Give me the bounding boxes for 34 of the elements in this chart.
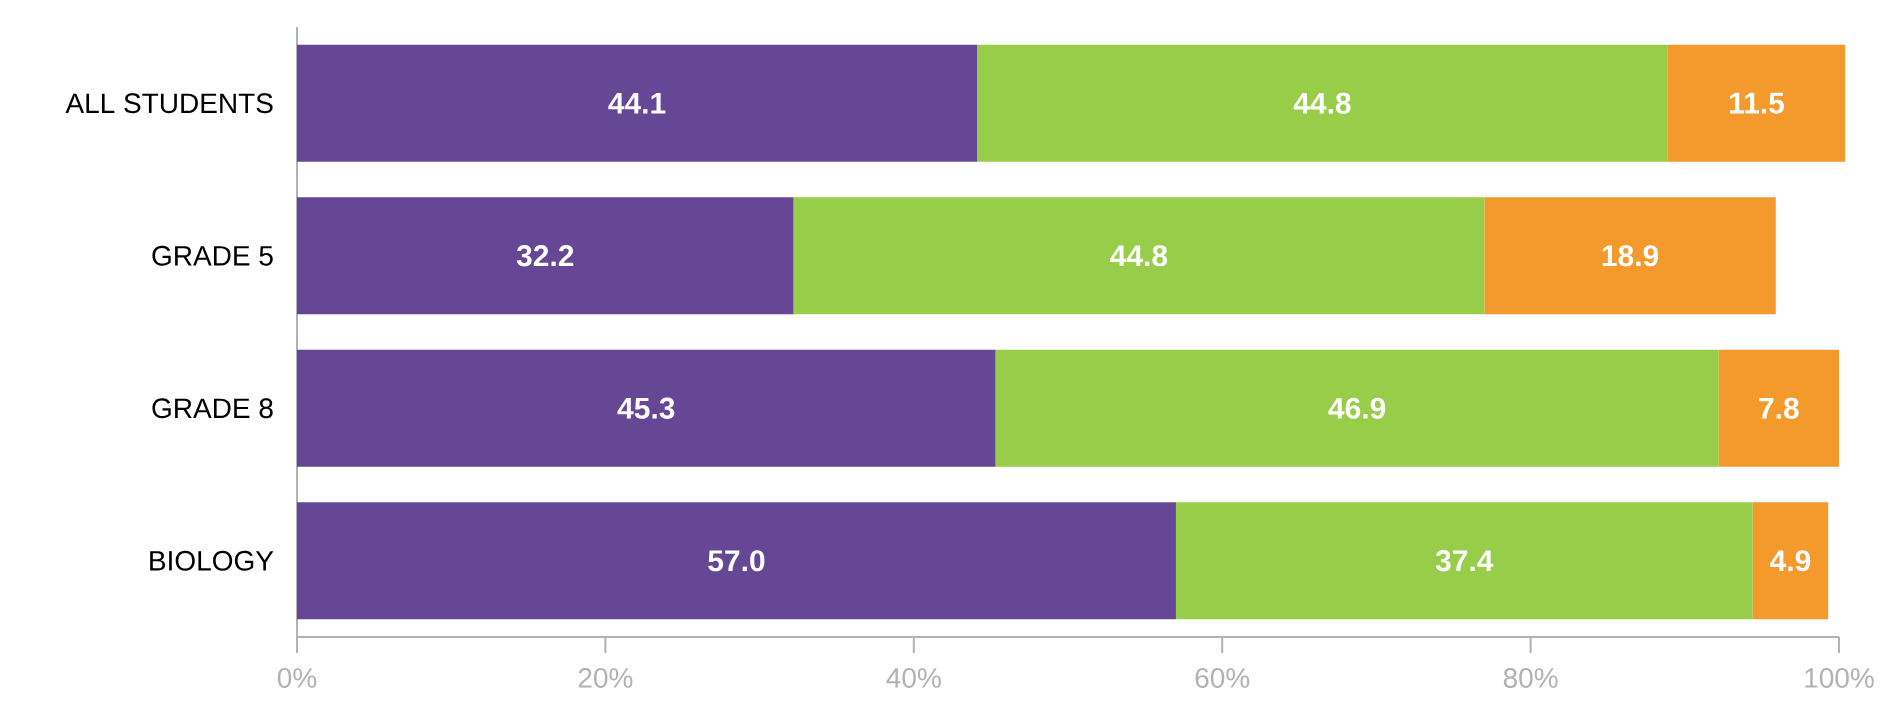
data-label: 37.4: [1435, 550, 1494, 572]
bar: [1667, 44, 1846, 162]
bar: [1718, 349, 1839, 467]
y-tick-label: ALL STUDENTS: [65, 93, 273, 114]
y-tick-label: GRADE 8: [152, 398, 273, 419]
data-label: 18.9: [1602, 245, 1659, 267]
x-tick-label: 100%: [1805, 668, 1874, 688]
bar: [1752, 502, 1829, 620]
data-label: 45.3: [617, 397, 675, 419]
x-tick-label: 80%: [1503, 668, 1558, 688]
data-label: 32.2: [516, 245, 574, 267]
x-tick-label: 40%: [886, 668, 941, 688]
x-tick-label: 60%: [1195, 668, 1250, 688]
data-label: 57.0: [708, 550, 765, 572]
data-label: 44.1: [608, 92, 666, 114]
y-tick-label: GRADE 5: [152, 245, 273, 266]
x-tick-label: 0%: [277, 668, 317, 688]
bar: [1484, 197, 1776, 315]
data-label: 46.9: [1328, 397, 1386, 419]
bar: [297, 44, 978, 162]
bar: [297, 349, 996, 467]
y-tick-label: BIOLOGY: [150, 550, 274, 571]
bar: [1175, 502, 1753, 620]
bar: [297, 502, 1176, 620]
data-label: 44.8: [1293, 92, 1351, 114]
bar: [977, 44, 1668, 162]
data-label: 44.8: [1110, 245, 1168, 267]
data-label: 11.5: [1730, 92, 1785, 114]
bar: [297, 197, 794, 315]
bar: [793, 197, 1485, 315]
x-tick-label: 20%: [578, 668, 633, 688]
data-label: 4.9: [1770, 550, 1811, 572]
bar: [995, 349, 1719, 467]
data-label: 7.8: [1759, 397, 1799, 419]
